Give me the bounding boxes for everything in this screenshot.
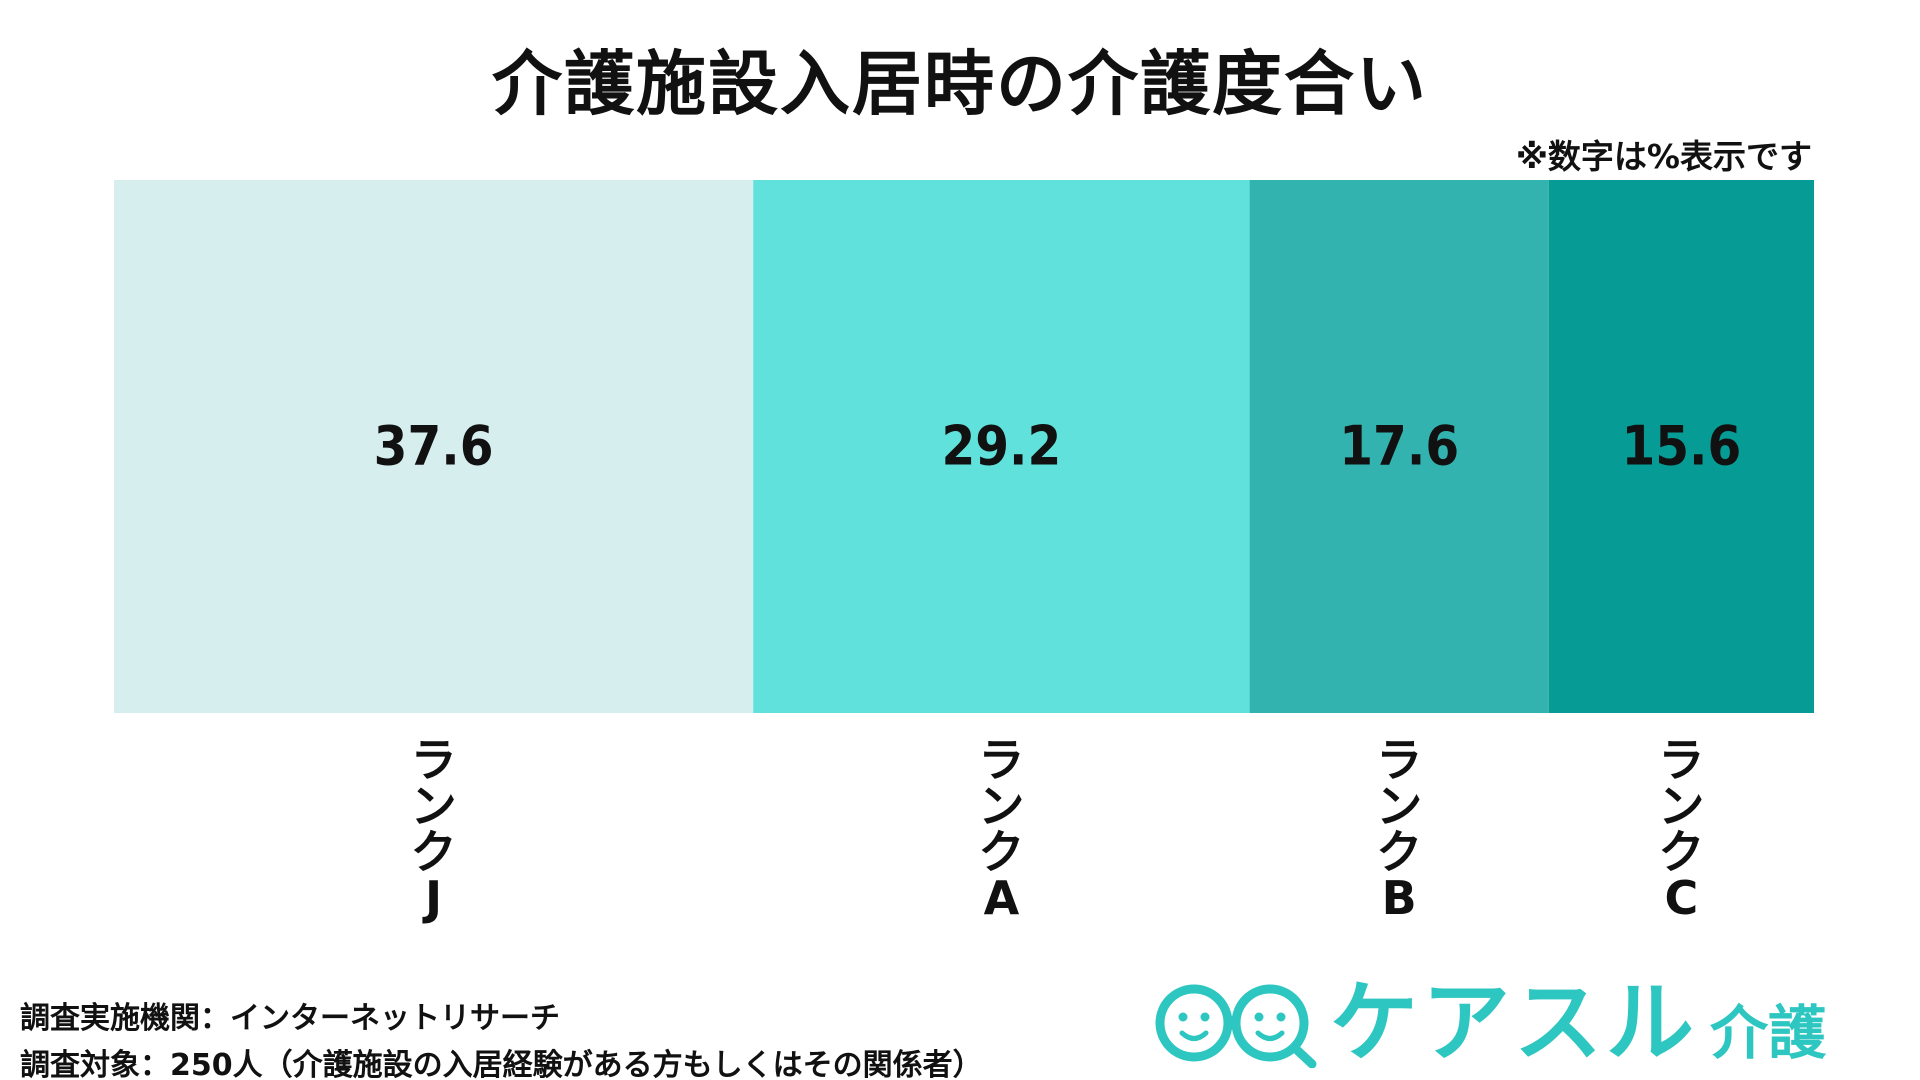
value-label-3: 17.6	[1339, 415, 1459, 478]
logo-subtext: 介護	[1710, 999, 1827, 1067]
category-label-1: ランク J	[411, 733, 457, 925]
chart-title: 介護施設入居時の介護度合い	[492, 43, 1428, 125]
value-label-1: 37.6	[374, 415, 494, 478]
survey-target: 調査対象：250人（介護施設の入居経験がある方もしくはその関係者）	[20, 1048, 983, 1080]
value-label-2: 29.2	[941, 415, 1061, 478]
bar-segment-4	[1548, 180, 1814, 713]
category-label-3: ランク B	[1376, 733, 1422, 925]
logo: ケアスル 介護	[1152, 968, 1826, 1078]
bar-segment-2	[753, 180, 1250, 713]
value-label-4: 15.6	[1621, 415, 1741, 478]
category-label-2: ランク A	[978, 733, 1024, 925]
category-label-4: ランク C	[1658, 733, 1704, 925]
bar-segment-1	[114, 180, 754, 713]
logo-faces-icon	[1152, 978, 1322, 1068]
unit-note: ※数字は%表示です	[1515, 137, 1812, 176]
bar-segment-3	[1249, 180, 1549, 713]
survey-organization: 調査実施機関：インターネットリサーチ	[20, 1001, 560, 1036]
logo-text: ケアスル	[1330, 971, 1699, 1074]
